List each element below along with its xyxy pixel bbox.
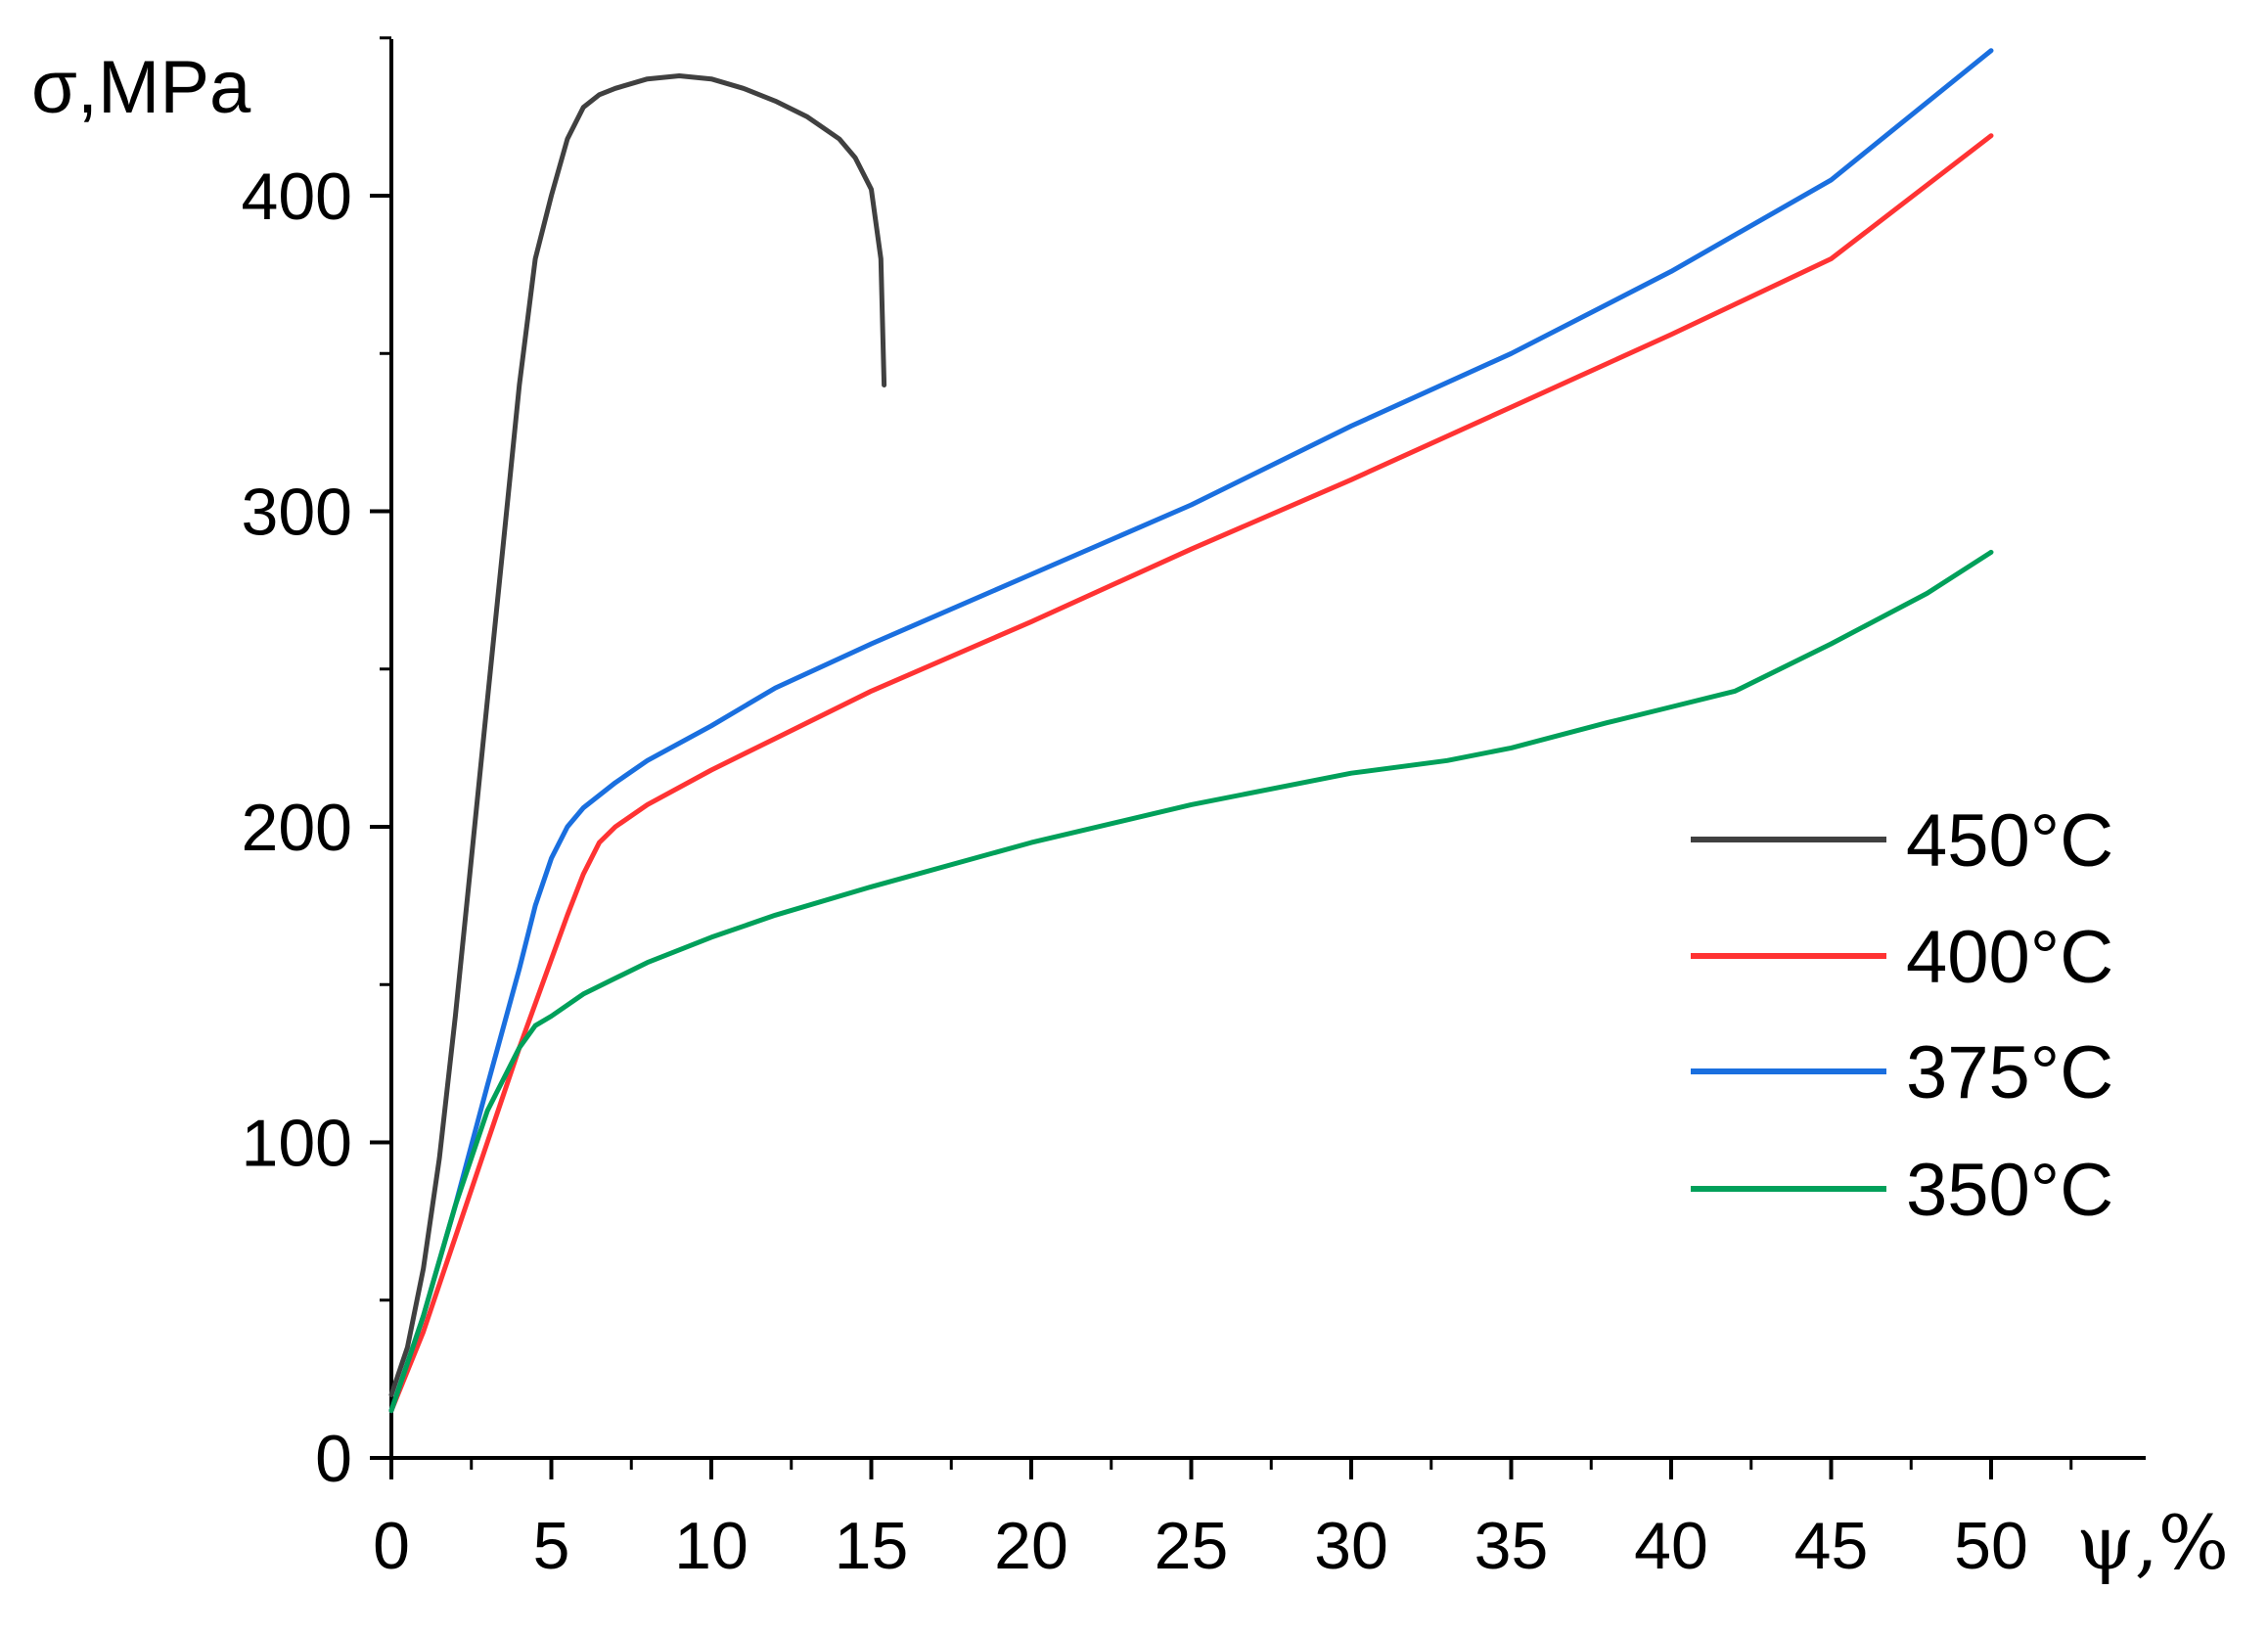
legend-label: 450°C <box>1906 799 2113 883</box>
x-tick-label: 10 <box>674 1509 748 1583</box>
y-tick-label: 200 <box>242 791 352 865</box>
x-axis-title: ψ,% <box>2076 1499 2229 1586</box>
x-tick-label: 40 <box>1634 1509 1708 1583</box>
x-tick-label: 15 <box>835 1509 909 1583</box>
x-tick-label: 20 <box>994 1509 1068 1583</box>
ticks <box>370 36 2073 1479</box>
series-line-2 <box>388 133 1994 1414</box>
y-tick-label: 100 <box>242 1107 352 1181</box>
x-tick-label: 35 <box>1474 1509 1549 1583</box>
legend-label: 400°C <box>1906 916 2113 999</box>
y-axis-title: σ,MPa <box>31 46 251 129</box>
series-line-1 <box>388 73 887 1397</box>
series-lines <box>388 48 1994 1414</box>
x-tick-label: 50 <box>1954 1509 2028 1583</box>
y-tick-label: 400 <box>242 159 352 234</box>
tick-labels: 0 5 10 15 20 25 30 35 40 45 50 0 100 200 300 400 <box>242 159 2028 1583</box>
legend-item: 400°C <box>1691 916 2113 999</box>
x-tick-label: 25 <box>1155 1509 1229 1583</box>
legend: 450°C 400°C 375°C 350°C <box>1691 799 2113 1232</box>
legend-label: 375°C <box>1906 1031 2113 1114</box>
y-tick-label: 300 <box>242 476 352 550</box>
x-tick-label: 45 <box>1794 1509 1869 1583</box>
series-line-4 <box>388 549 1994 1414</box>
y-tick-label: 0 <box>315 1422 352 1496</box>
legend-item: 350°C <box>1691 1149 2113 1232</box>
legend-label: 350°C <box>1906 1149 2113 1232</box>
x-tick-label: 30 <box>1314 1509 1388 1583</box>
legend-item: 375°C <box>1691 1031 2113 1114</box>
axes <box>389 39 2146 1460</box>
legend-item: 450°C <box>1691 799 2113 883</box>
series-line-3 <box>388 48 1994 1414</box>
x-tick-label: 0 <box>373 1509 410 1583</box>
x-tick-label: 5 <box>533 1509 570 1583</box>
